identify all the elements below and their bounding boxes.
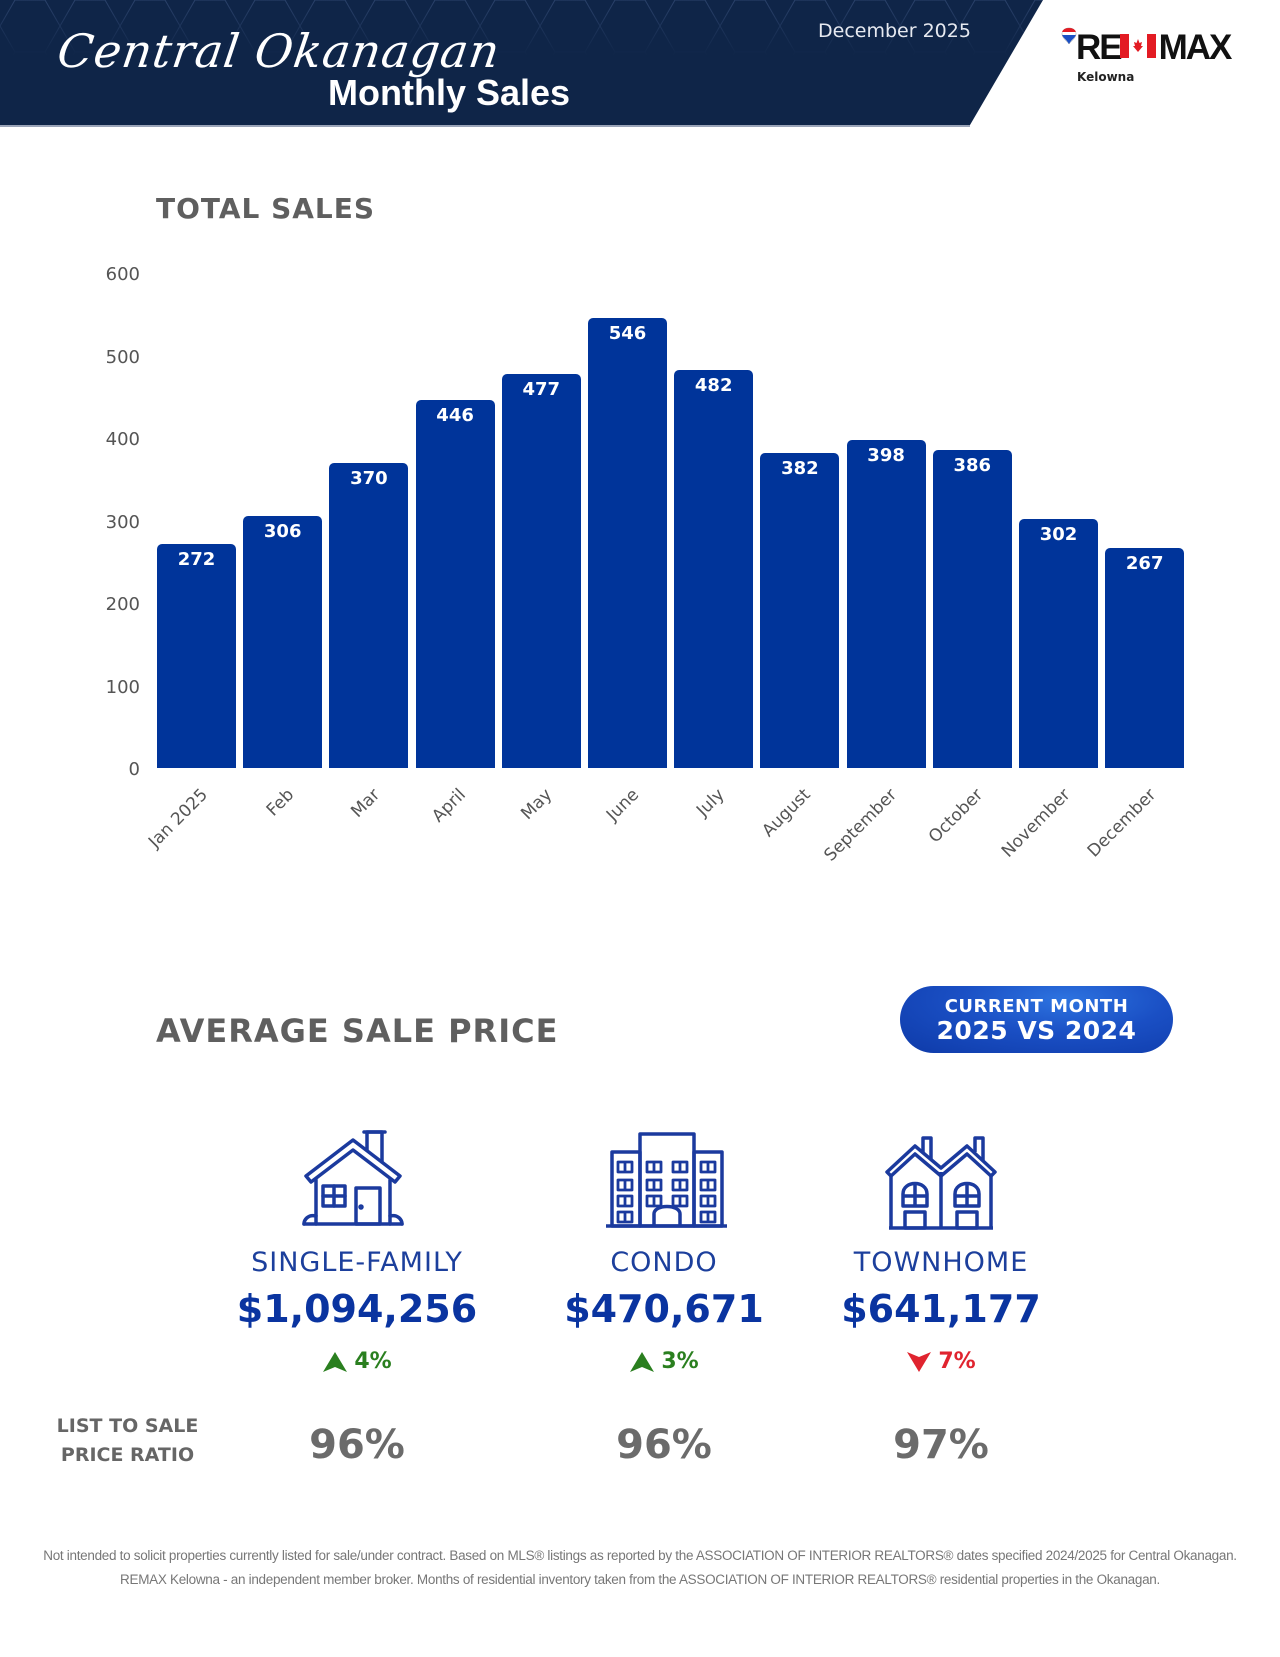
x-axis-tick-label: Jan 2025 bbox=[144, 784, 212, 853]
y-axis-tick-label: 300 bbox=[105, 511, 140, 533]
average-price: $641,177 bbox=[841, 1287, 1041, 1331]
bar-july bbox=[674, 370, 754, 768]
price-change: 7% bbox=[771, 1349, 1111, 1374]
y-axis-tick-label: 100 bbox=[105, 676, 140, 698]
price-change: 4% bbox=[187, 1349, 527, 1374]
bar-data-label: 398 bbox=[867, 444, 905, 466]
bar-data-label: 546 bbox=[608, 322, 647, 344]
category-name: TOWNHOME bbox=[853, 1247, 1029, 1278]
bar-april bbox=[415, 400, 495, 768]
y-axis-tick-label: 0 bbox=[128, 759, 140, 780]
bar-data-label: 272 bbox=[177, 548, 216, 570]
total-sales-bar-chart: 0 100 200 300 400 500 600 272 Jan 2025 306 Feb 370 M… bbox=[105, 264, 1185, 866]
x-axis-tick-label: November bbox=[997, 784, 1075, 862]
remax-logo: RE MAX Kelowna bbox=[1058, 22, 1258, 92]
arrow-up-icon bbox=[630, 1352, 655, 1372]
bar-september bbox=[846, 439, 926, 768]
price-change: 3% bbox=[494, 1349, 834, 1374]
bar-data-label: 446 bbox=[436, 405, 474, 427]
y-axis-tick-label: 400 bbox=[105, 429, 140, 450]
bar-data-label: 482 bbox=[694, 375, 733, 397]
report-date: December 2025 bbox=[818, 20, 971, 42]
office-name: Kelowna bbox=[1077, 70, 1135, 84]
banner-background bbox=[0, 0, 1043, 127]
x-axis-tick-label: August bbox=[758, 784, 815, 842]
y-axis-tick-label: 200 bbox=[105, 594, 140, 615]
bar-feb bbox=[243, 515, 323, 768]
ratio-condo: 96% bbox=[616, 1422, 712, 1468]
canada-flag-icon bbox=[1120, 34, 1156, 58]
arrow-down-icon bbox=[907, 1352, 932, 1372]
bar-december bbox=[1105, 547, 1185, 768]
x-axis-tick-label: June bbox=[602, 784, 643, 826]
bar-november bbox=[1019, 518, 1098, 768]
change-value: 3% bbox=[661, 1349, 699, 1374]
hot-air-balloon-icon bbox=[1061, 27, 1077, 45]
logo-wordmark: RE MAX bbox=[1076, 28, 1233, 68]
bar-data-label: 306 bbox=[263, 520, 302, 542]
disclaimer-line2: REMAX Kelowna - an independent member br… bbox=[120, 1572, 1160, 1587]
bar-data-label: 477 bbox=[522, 379, 561, 401]
y-axis-tick-label: 500 bbox=[105, 346, 140, 368]
townhouse-icon bbox=[885, 1136, 997, 1230]
house-icon bbox=[302, 1130, 404, 1226]
bar-data-label: 302 bbox=[1039, 523, 1078, 545]
change-value: 7% bbox=[938, 1349, 976, 1374]
bar-august bbox=[760, 452, 840, 768]
bar-june bbox=[588, 317, 667, 768]
badge-line2: 2025 VS 2024 bbox=[936, 1016, 1137, 1045]
bar-jan-2025 bbox=[157, 543, 236, 768]
badge-line1: CURRENT MONTH bbox=[944, 996, 1129, 1017]
average-price: $1,094,256 bbox=[236, 1287, 478, 1331]
category-name: CONDO bbox=[610, 1247, 718, 1278]
x-axis-tick-label: September bbox=[820, 784, 902, 866]
ratio-label-line2: PRICE RATIO bbox=[60, 1444, 195, 1466]
bar-mar bbox=[329, 462, 409, 768]
bar-data-label: 386 bbox=[953, 454, 992, 476]
change-value: 4% bbox=[354, 1349, 392, 1374]
x-axis-tick-label: December bbox=[1083, 784, 1160, 862]
header-banner: Central Okanagan Monthly Sales December … bbox=[0, 0, 1280, 127]
x-axis-tick-label: May bbox=[517, 784, 557, 824]
list-to-sale-ratio-label: LIST TO SALE PRICE RATIO bbox=[40, 1412, 215, 1470]
logo-text-right: MAX bbox=[1158, 28, 1233, 67]
bar-data-label: 370 bbox=[350, 467, 388, 489]
logo-text-left: RE bbox=[1076, 28, 1123, 67]
ratio-single-family: 96% bbox=[309, 1422, 405, 1468]
page-title: Monthly Sales bbox=[328, 72, 571, 113]
x-axis-tick-label: April bbox=[428, 784, 471, 827]
y-axis-tick-label: 600 bbox=[105, 264, 140, 285]
total-sales-title: TOTAL SALES bbox=[156, 192, 376, 225]
average-price: $470,671 bbox=[564, 1287, 764, 1331]
average-sale-price-title: AVERAGE SALE PRICE bbox=[156, 1012, 559, 1050]
x-axis-tick-label: July bbox=[692, 784, 729, 821]
ratio-label-line1: LIST TO SALE bbox=[56, 1415, 199, 1437]
x-axis-tick-label: Feb bbox=[262, 784, 298, 821]
apartment-building-icon bbox=[606, 1132, 727, 1228]
x-axis-tick-label: Mar bbox=[347, 784, 385, 822]
bar-october bbox=[932, 449, 1012, 768]
bar-may bbox=[501, 374, 581, 768]
ratio-townhome: 97% bbox=[893, 1422, 989, 1468]
disclaimer-line1: Not intended to solicit properties curre… bbox=[43, 1548, 1237, 1563]
comparison-badge: CURRENT MONTH 2025 VS 2024 bbox=[900, 986, 1173, 1053]
arrow-up-icon bbox=[323, 1352, 348, 1372]
x-axis-tick-label: October bbox=[925, 784, 988, 848]
category-name: SINGLE-FAMILY bbox=[251, 1247, 463, 1278]
bar-data-label: 267 bbox=[1125, 552, 1164, 574]
bar-data-label: 382 bbox=[781, 457, 819, 479]
